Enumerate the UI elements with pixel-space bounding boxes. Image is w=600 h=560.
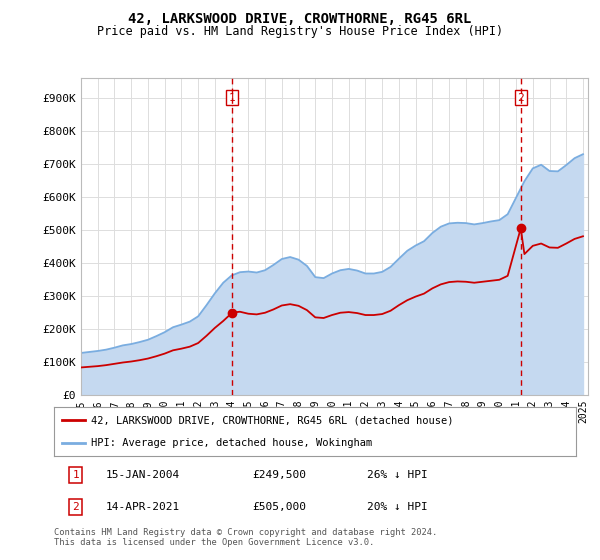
Text: £249,500: £249,500 (253, 470, 307, 480)
Text: 42, LARKSWOOD DRIVE, CROWTHORNE, RG45 6RL: 42, LARKSWOOD DRIVE, CROWTHORNE, RG45 6R… (128, 12, 472, 26)
Text: 26% ↓ HPI: 26% ↓ HPI (367, 470, 428, 480)
Text: 15-JAN-2004: 15-JAN-2004 (106, 470, 181, 480)
Text: £505,000: £505,000 (253, 502, 307, 512)
Text: 1: 1 (229, 92, 236, 102)
Text: 42, LARKSWOOD DRIVE, CROWTHORNE, RG45 6RL (detached house): 42, LARKSWOOD DRIVE, CROWTHORNE, RG45 6R… (91, 416, 453, 426)
Text: Price paid vs. HM Land Registry's House Price Index (HPI): Price paid vs. HM Land Registry's House … (97, 25, 503, 38)
Text: 2: 2 (517, 92, 524, 102)
Text: 1: 1 (72, 470, 79, 480)
Text: Contains HM Land Registry data © Crown copyright and database right 2024.
This d: Contains HM Land Registry data © Crown c… (54, 528, 437, 547)
Text: HPI: Average price, detached house, Wokingham: HPI: Average price, detached house, Woki… (91, 438, 372, 448)
Text: 20% ↓ HPI: 20% ↓ HPI (367, 502, 428, 512)
Text: 2: 2 (72, 502, 79, 512)
Text: 14-APR-2021: 14-APR-2021 (106, 502, 181, 512)
